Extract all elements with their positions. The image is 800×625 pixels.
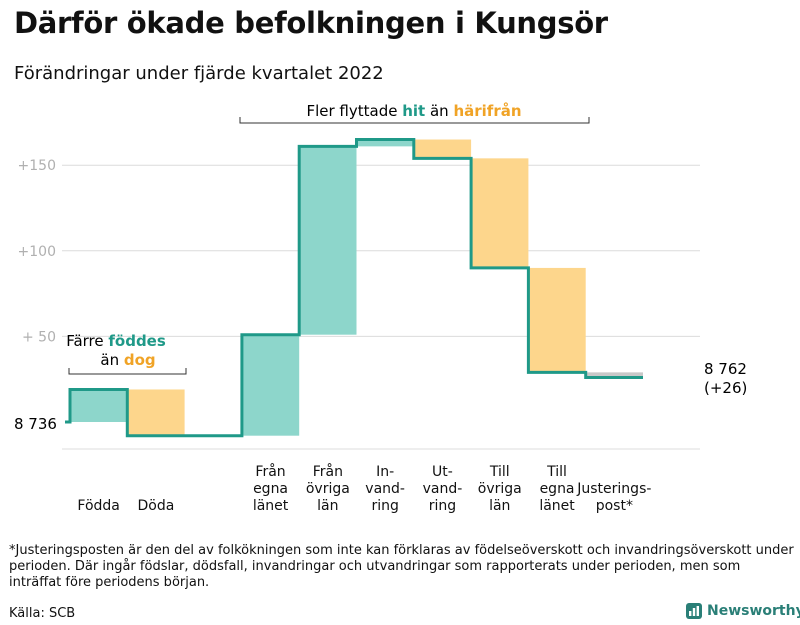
- category-label-9-line-1: post*: [596, 498, 633, 514]
- category-label-6: Ut-vand-ring: [423, 464, 463, 514]
- category-label-7-line-0: Till: [489, 464, 510, 480]
- migration-annotation-text: Fler flyttade hit än härifrån: [306, 102, 521, 120]
- category-label-7-line-2: län: [489, 498, 510, 514]
- birth-annotation-line1: Färre föddes: [66, 332, 166, 350]
- bar-3: [241, 334, 300, 436]
- category-label-3-line-1: egna: [253, 481, 288, 497]
- birth-annotation-line2: än dog: [100, 351, 155, 369]
- category-label-5-line-0: In-: [376, 464, 394, 480]
- category-label-4-line-0: Från: [313, 463, 343, 480]
- end-change-label: (+26): [704, 379, 747, 397]
- category-label-4: Från övriga län: [306, 463, 350, 514]
- bar-8: [528, 267, 586, 373]
- category-label-0: Födda: [77, 498, 119, 514]
- category-label-5: In-vand-ring: [365, 464, 405, 514]
- category-label-6-line-1: vand-: [423, 481, 463, 497]
- category-label-5-line-1: vand-: [365, 481, 405, 497]
- end-value-label: 8 762: [704, 360, 747, 378]
- category-label-8-line-0: Till: [546, 464, 567, 480]
- category-label-4-line-2: län: [317, 498, 338, 514]
- migration-annotation-pre: Fler flyttade: [306, 102, 402, 120]
- category-label-1: Döda: [138, 498, 175, 514]
- bar-4: [299, 146, 357, 335]
- footnote: *Justeringsposten är den del av folkökni…: [9, 543, 794, 590]
- category-label-7: Till övriga län: [478, 464, 522, 514]
- category-label-3: Från egna länet: [253, 463, 289, 514]
- category-label-1-line-0: Döda: [138, 498, 175, 514]
- category-label-6-line-0: Ut-: [432, 464, 453, 480]
- bar-5: [356, 139, 414, 147]
- category-label-8: Till egna länet: [539, 464, 575, 514]
- chart-subtitle: Förändringar under fjärde kvartalet 2022: [14, 63, 384, 84]
- migration-bracket: [239, 117, 590, 124]
- bar-6: [413, 139, 472, 159]
- bar-7: [471, 158, 529, 268]
- birth-annotation-fodde: föddes: [108, 332, 165, 350]
- bar-0: [70, 389, 128, 422]
- category-label-0-line-0: Födda: [77, 498, 119, 514]
- gridlines: +150 +100 + 50: [18, 158, 700, 450]
- category-label-7-line-1: övriga: [478, 481, 522, 497]
- start-value-label: 8 736: [14, 415, 57, 433]
- bar-1: [127, 389, 185, 436]
- source-label: Källa: SCB: [9, 606, 76, 621]
- category-label-8-line-1: egna: [540, 481, 575, 497]
- birth-annotation-pre: Färre: [66, 332, 108, 350]
- category-label-3-line-0: Från: [255, 463, 285, 480]
- category-label-9: Justerings-post*: [576, 481, 651, 514]
- birth-annotation-dog: dog: [124, 351, 156, 369]
- migration-annotation-harifran: härifrån: [453, 102, 521, 120]
- cumulative-step-line: [65, 138, 643, 438]
- category-label-4-line-1: övriga: [306, 481, 350, 497]
- birth-annotation-line2-pre: än: [100, 351, 123, 369]
- newsworthy-icon: [686, 603, 702, 619]
- category-label-9-line-0: Justerings-: [576, 481, 651, 497]
- bars: [70, 139, 643, 436]
- bar-9: [585, 372, 643, 378]
- y-tick-label-0: +150: [18, 158, 56, 174]
- y-tick-label-1: +100: [18, 244, 56, 260]
- migration-annotation: Fler flyttade hit än härifrån: [239, 102, 590, 124]
- brand-logo: Newsworthy: [686, 603, 800, 619]
- migration-annotation-mid: än: [425, 102, 453, 120]
- birth-bracket: [68, 368, 187, 375]
- category-label-3-line-2: länet: [253, 498, 289, 514]
- category-label-5-line-2: ring: [371, 498, 398, 514]
- brand-name: Newsworthy: [707, 603, 800, 619]
- category-label-8-line-2: länet: [539, 498, 575, 514]
- chart-title: Därför ökade befolkningen i Kungsör: [14, 6, 608, 40]
- y-tick-label-2: + 50: [22, 329, 56, 345]
- migration-annotation-hit: hit: [402, 102, 425, 120]
- birth-annotation: Färre föddes än dog: [66, 332, 187, 375]
- category-label-6-line-2: ring: [429, 498, 456, 514]
